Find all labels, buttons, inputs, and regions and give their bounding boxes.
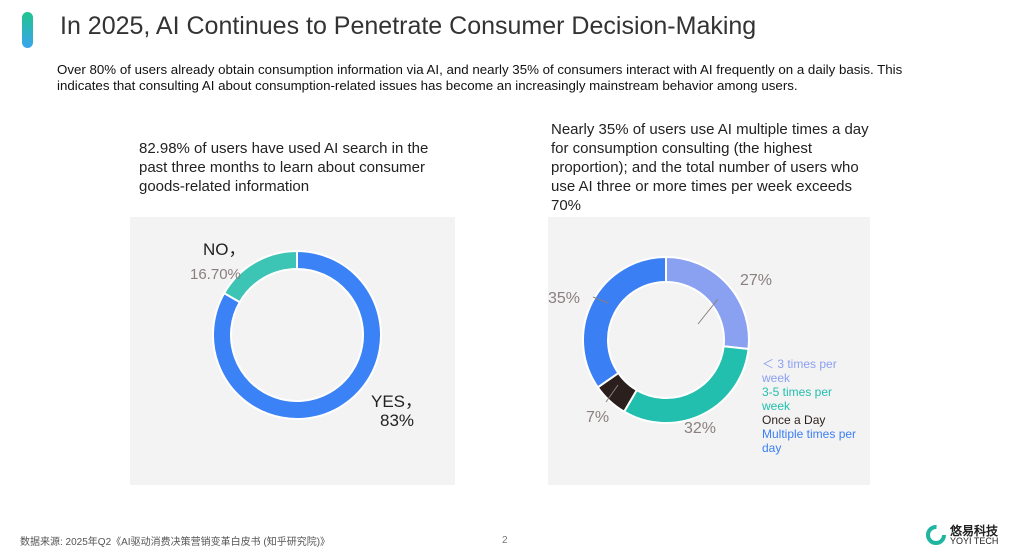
- legend: ＜ 3 times per week 3-5 times per week On…: [762, 357, 862, 455]
- leader-7: [605, 384, 619, 403]
- leader-35: [592, 296, 609, 304]
- left-chart-panel: NO， 16.70% YES， 83%: [130, 217, 455, 485]
- no-label: NO，: [203, 240, 246, 259]
- leader-27: [697, 298, 719, 325]
- left-donut-chart: [212, 249, 382, 420]
- donut-slice-yes: [212, 249, 382, 420]
- label-32: 32%: [684, 420, 717, 437]
- right-donut-chart: [582, 255, 750, 424]
- logo-text-cn: 悠易科技: [950, 524, 999, 538]
- intro-text: Over 80% of users already obtain consump…: [57, 62, 903, 93]
- label-27: 27%: [740, 272, 773, 289]
- donut-slice-no: [222, 249, 298, 304]
- page-number: 2: [502, 535, 508, 546]
- donut-slice-multiple-times-per-day: [582, 255, 667, 389]
- label-7: 7%: [586, 409, 610, 426]
- logo-icon: [926, 525, 946, 545]
- yes-pct-label: 83%: [380, 411, 415, 430]
- title-accent-bar: [22, 12, 33, 48]
- legend-item: 3-5 times per week: [762, 385, 833, 413]
- legend-item: Multiple times per day: [762, 427, 857, 455]
- left-chart-caption: 82.98% of users have used AI search in t…: [139, 140, 429, 195]
- right-chart-caption: Nearly 35% of users use AI multiple time…: [551, 121, 869, 214]
- page-title: In 2025, AI Continues to Penetrate Consu…: [60, 12, 757, 40]
- right-chart-panel: 27% 35% 7% 32% ＜ 3 times per week 3-5 ti…: [548, 217, 870, 485]
- donut-slice--3-times-per-week: [665, 255, 750, 351]
- legend-item: ＜ 3 times per week: [762, 357, 837, 385]
- label-35: 35%: [548, 290, 581, 307]
- source-footnote: 数据来源: 2025年Q2《AI驱动消费决策营销变革白皮书 (知乎研究院)》: [20, 537, 331, 548]
- logo-text-en: YOYI TECH: [950, 536, 999, 546]
- no-pct-label: 16.70%: [190, 266, 241, 283]
- yes-label: YES，: [371, 392, 423, 411]
- donut-slice-3-5-times-per-week: [622, 345, 750, 424]
- legend-item: Once a Day: [762, 413, 826, 427]
